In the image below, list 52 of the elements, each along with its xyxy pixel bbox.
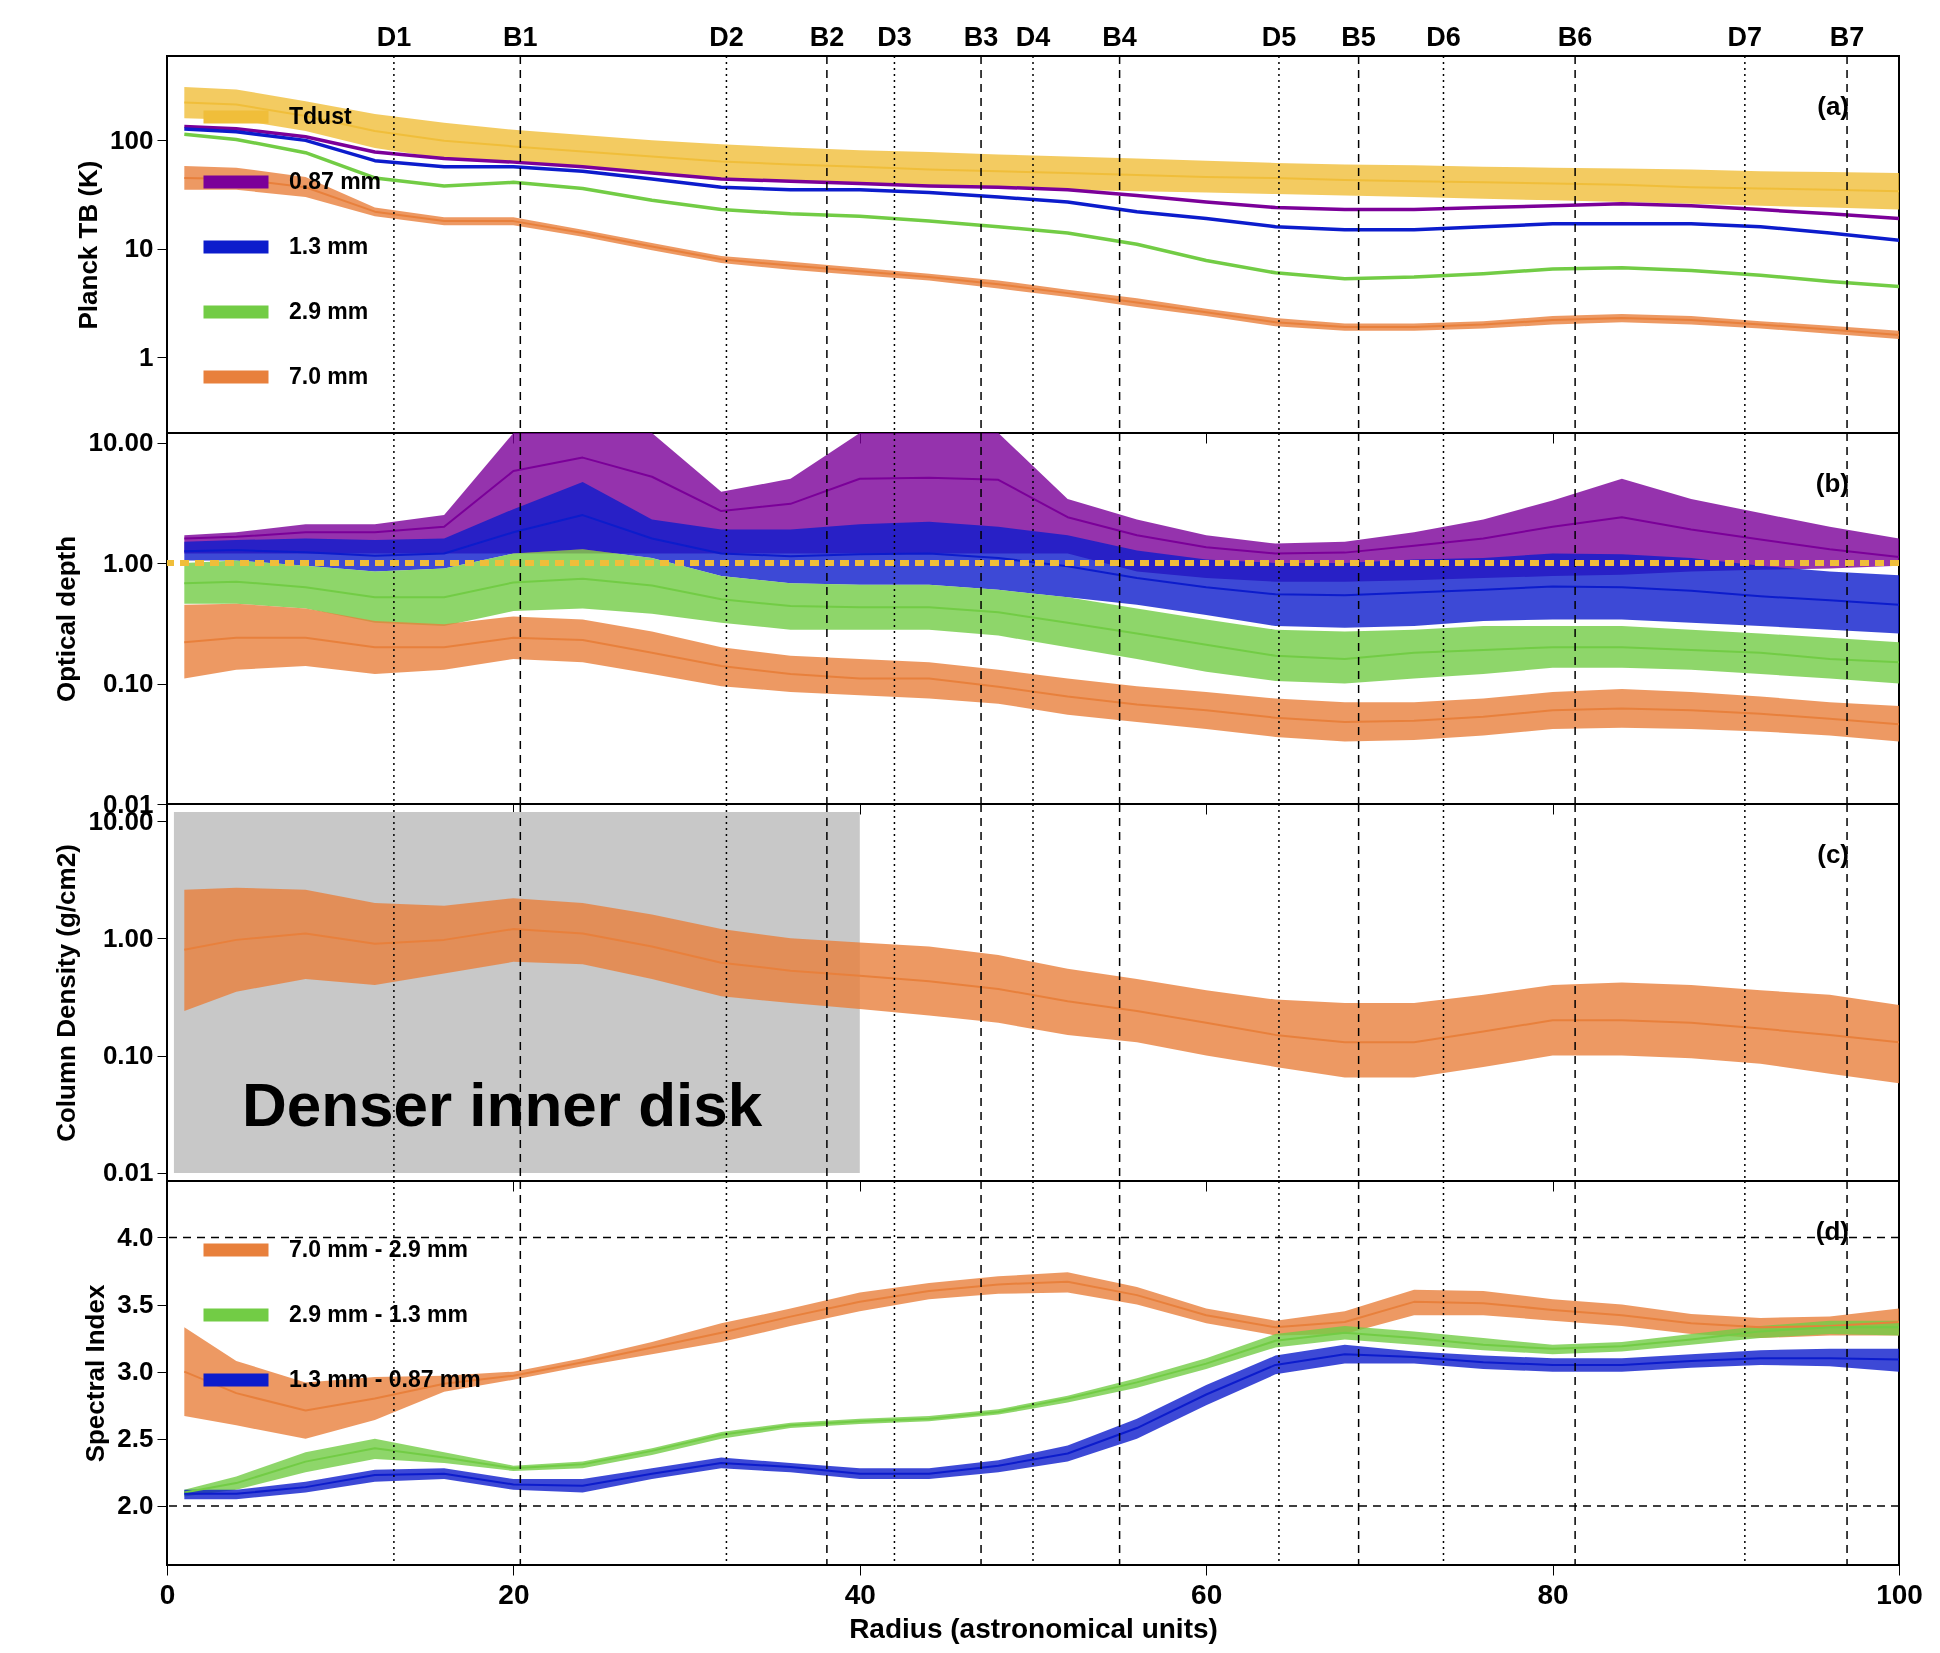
legend-label: 7.0 mm - 2.9 mm <box>289 1236 468 1262</box>
band-label: Denser inner disk <box>241 1070 763 1139</box>
ref-line-label: D6 <box>1426 22 1461 52</box>
y-tick-label: 100 <box>110 124 154 155</box>
ref-line-label: B7 <box>1829 22 1865 52</box>
y-tick-label: 0.10 <box>102 668 154 699</box>
ref-line-label: B1 <box>503 22 538 52</box>
x-tick-label: 40 <box>844 1578 876 1610</box>
annotation: (c) <box>1817 839 1849 869</box>
ref-line-label: D2 <box>709 22 744 52</box>
ref-line-label: B4 <box>1102 22 1137 52</box>
x-tick-label: 80 <box>1537 1578 1569 1610</box>
ref-line-label: B2 <box>809 22 845 52</box>
ref-line-label: D1 <box>376 22 412 52</box>
ref-line-label: B3 <box>963 22 999 52</box>
y-tick-label: 2.5 <box>117 1423 154 1454</box>
y-tick-label: 4.0 <box>117 1221 154 1252</box>
y-tick-label: 10 <box>124 233 154 264</box>
y-tick-label: 1.00 <box>102 547 154 578</box>
y-tick-label: 0.10 <box>102 1040 154 1071</box>
legend-label: 2.9 mm - 1.3 mm <box>289 1301 468 1327</box>
ref-line-label: D7 <box>1727 22 1763 52</box>
legend-label: 1.3 mm <box>289 233 369 259</box>
y-axis-title: Spectral Index <box>80 1284 111 1463</box>
y-tick-label: 1.00 <box>102 922 154 953</box>
line-series <box>182 124 1899 221</box>
x-tick-label: 0 <box>159 1578 176 1610</box>
y-tick-label: 3.5 <box>117 1289 154 1320</box>
y-tick-label: 3.0 <box>117 1356 154 1387</box>
x-tick-label: 100 <box>1876 1578 1923 1610</box>
x-axis-title: Radius (astronomical units) <box>849 1612 1218 1644</box>
annotation: (a) <box>1817 91 1849 121</box>
legend-label: Tdust <box>289 103 352 129</box>
legend-label: 7.0 mm <box>289 363 369 389</box>
y-tick-label: 2.0 <box>117 1490 154 1521</box>
y-axis-title: Planck TB (K) <box>73 160 104 330</box>
ref-line-label: D3 <box>877 22 912 52</box>
annotation: (d) <box>1815 1216 1849 1246</box>
x-tick-label: 20 <box>498 1578 530 1610</box>
ref-line-label: D5 <box>1261 22 1297 52</box>
y-tick-label: 10.00 <box>88 427 154 458</box>
ref-line-label: D4 <box>1015 22 1051 52</box>
line-series <box>182 132 1899 289</box>
y-axis-title: Column Density (g/cm2) <box>51 844 82 1142</box>
legend-label: 2.9 mm <box>289 298 369 324</box>
y-axis-title: Optical depth <box>51 535 82 703</box>
y-tick-label: 0.01 <box>102 1157 154 1188</box>
ref-line-label: B6 <box>1557 22 1593 52</box>
y-tick-label: 1 <box>139 341 154 372</box>
annotation: (b) <box>1815 468 1849 498</box>
ref-line-label: B5 <box>1341 22 1376 52</box>
x-tick-label: 60 <box>1191 1578 1223 1610</box>
